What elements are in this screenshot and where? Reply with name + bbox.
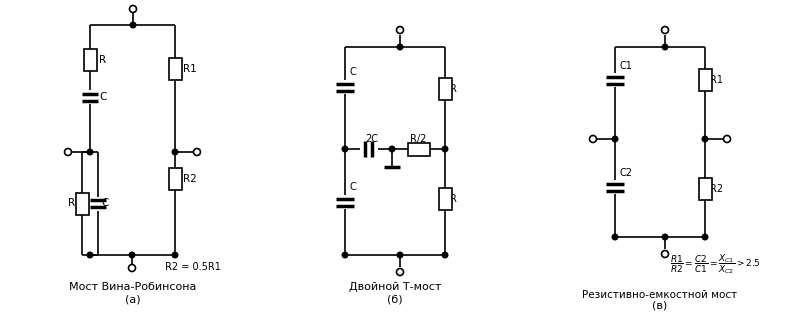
Circle shape [662, 27, 669, 34]
Text: $\dfrac{R1}{R2}=\dfrac{C2}{C1}=\dfrac{X_{C1}}{X_{C2}}>2.5$: $\dfrac{R1}{R2}=\dfrac{C2}{C1}=\dfrac{X_… [670, 252, 761, 276]
Circle shape [397, 268, 403, 275]
Circle shape [130, 5, 137, 12]
Text: R: R [450, 194, 457, 204]
Bar [407, 143, 430, 156]
Circle shape [612, 234, 618, 240]
Text: (а): (а) [125, 294, 141, 304]
Circle shape [342, 252, 348, 258]
Bar [438, 78, 451, 100]
Circle shape [397, 44, 403, 50]
Text: R: R [450, 84, 457, 94]
Text: (б): (б) [387, 294, 403, 304]
Text: C1: C1 [620, 61, 633, 71]
Circle shape [129, 252, 134, 258]
Circle shape [397, 27, 403, 34]
Circle shape [442, 146, 448, 152]
Circle shape [723, 135, 730, 143]
Circle shape [65, 148, 71, 156]
Circle shape [129, 264, 135, 271]
Circle shape [194, 148, 201, 156]
Bar [83, 49, 97, 71]
Circle shape [342, 146, 348, 152]
Circle shape [590, 135, 597, 143]
Text: R1: R1 [183, 64, 197, 74]
Circle shape [172, 252, 178, 258]
Bar [75, 192, 89, 215]
Text: R1: R1 [710, 75, 723, 85]
Text: C: C [350, 182, 357, 192]
Bar [698, 178, 711, 200]
Text: Мост Вина-Робинсона: Мост Вина-Робинсона [70, 282, 197, 292]
Circle shape [87, 252, 93, 258]
Bar [169, 58, 182, 80]
Text: R2: R2 [710, 184, 723, 194]
Circle shape [702, 136, 708, 142]
Text: (в): (в) [652, 301, 668, 311]
Text: C: C [101, 198, 108, 209]
Circle shape [172, 149, 178, 155]
Text: C: C [99, 92, 106, 102]
Text: Резистивно-емкостной мост: Резистивно-емкостной мост [582, 290, 738, 300]
Text: C: C [350, 67, 357, 77]
Text: R: R [68, 198, 75, 209]
Circle shape [662, 44, 668, 50]
Circle shape [130, 22, 136, 28]
Circle shape [442, 252, 448, 258]
Text: 2C: 2C [366, 134, 378, 144]
Bar [698, 69, 711, 91]
Text: R: R [99, 55, 106, 65]
Bar [169, 168, 182, 190]
Circle shape [702, 234, 708, 240]
Circle shape [87, 149, 93, 155]
Bar [438, 188, 451, 210]
Text: R/2: R/2 [410, 134, 426, 144]
Circle shape [397, 252, 403, 258]
Text: C2: C2 [620, 168, 633, 178]
Circle shape [389, 146, 395, 152]
Circle shape [612, 136, 618, 142]
Circle shape [662, 250, 669, 257]
Text: R2: R2 [183, 174, 197, 184]
Text: R2 = 0.5R1: R2 = 0.5R1 [165, 262, 221, 272]
Circle shape [662, 234, 668, 240]
Text: Двойной Т-мост: Двойной Т-мост [349, 282, 441, 292]
